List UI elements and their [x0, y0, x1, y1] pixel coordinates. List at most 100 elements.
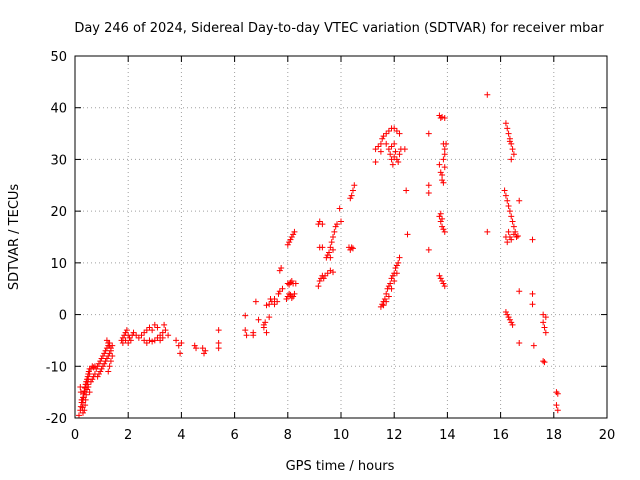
data-point [391, 153, 398, 160]
data-point [97, 358, 104, 365]
data-point [510, 151, 517, 158]
data-point [379, 135, 386, 142]
data-point [380, 302, 387, 309]
data-point [263, 302, 270, 309]
data-point [425, 246, 432, 253]
data-point [149, 338, 156, 345]
data-point [436, 272, 443, 279]
data-point [554, 390, 561, 397]
data-point [133, 332, 140, 339]
data-point [396, 151, 403, 158]
data-point [439, 277, 446, 284]
data-point [393, 127, 400, 134]
data-point [263, 329, 270, 336]
y-tick-labels: -20 -10 0 10 20 30 40 50 [46, 50, 67, 427]
data-point [98, 355, 105, 362]
data-point [541, 324, 548, 331]
y-tick-label: 40 [50, 102, 67, 117]
data-point [540, 311, 547, 318]
data-point [288, 295, 295, 302]
data-point [504, 311, 511, 318]
data-point [242, 312, 249, 319]
data-point [173, 337, 180, 344]
data-point [276, 267, 283, 274]
data-point [502, 192, 509, 199]
x-tick-label: 20 [599, 428, 616, 443]
data-point [97, 368, 104, 375]
data-point [542, 329, 549, 336]
data-point [202, 347, 209, 354]
data-point [437, 210, 444, 217]
data-point [516, 340, 523, 347]
data-point [506, 138, 513, 145]
data-point [439, 215, 446, 222]
data-point [484, 91, 491, 98]
y-tick-label: 50 [50, 50, 67, 65]
data-point [141, 337, 148, 344]
data-point [436, 213, 443, 220]
data-point [504, 125, 511, 132]
data-point [119, 340, 126, 347]
data-point [290, 231, 297, 238]
data-point [242, 327, 249, 334]
data-point [86, 389, 93, 396]
data-point [102, 358, 109, 365]
data-point [106, 350, 113, 357]
data-point [319, 244, 326, 251]
data-point [85, 383, 92, 390]
data-point [439, 171, 446, 178]
data-point [87, 378, 94, 385]
data-point [393, 156, 400, 163]
data-point [440, 280, 447, 287]
data-point [391, 125, 398, 132]
data-point [375, 143, 382, 150]
data-point [516, 197, 523, 204]
data-point [385, 127, 392, 134]
data-point [510, 223, 517, 230]
data-point [125, 340, 132, 347]
data-point [380, 133, 387, 140]
data-point [338, 218, 344, 225]
data-point [159, 334, 166, 341]
data-point [271, 301, 278, 308]
data-point [501, 187, 508, 194]
data-point [541, 359, 548, 366]
data-point [215, 345, 222, 352]
data-point [331, 228, 338, 235]
data-point [396, 130, 403, 137]
y-tick-label: -20 [46, 412, 67, 427]
data-point [162, 327, 169, 334]
data-point [215, 340, 222, 347]
data-point [199, 345, 206, 352]
data-point [387, 151, 394, 158]
x-tick-label: 14 [439, 428, 456, 443]
y-tick-label: -10 [46, 360, 67, 375]
data-point [90, 373, 97, 380]
data-point [403, 187, 410, 194]
data-point [287, 236, 294, 243]
data-point [385, 293, 392, 300]
data-point [159, 329, 166, 336]
y-tick-label: 20 [50, 205, 67, 220]
data-points [75, 91, 561, 419]
chart-title: Day 246 of 2024, Sidereal Day-to-day VTE… [74, 21, 604, 36]
x-tick-label: 0 [71, 428, 79, 443]
data-point [75, 412, 82, 419]
data-point [291, 228, 298, 235]
data-point [283, 296, 290, 303]
data-point [79, 399, 86, 406]
data-point [126, 334, 133, 341]
data-point [99, 363, 106, 370]
data-point [391, 277, 398, 284]
data-point [395, 259, 402, 266]
data-point [324, 252, 331, 259]
data-point [389, 161, 396, 168]
data-point [388, 285, 395, 292]
data-point [157, 337, 164, 344]
data-point [315, 283, 322, 290]
data-point [349, 245, 356, 252]
data-point [388, 156, 395, 163]
data-point [440, 226, 447, 233]
data-point [530, 342, 537, 349]
